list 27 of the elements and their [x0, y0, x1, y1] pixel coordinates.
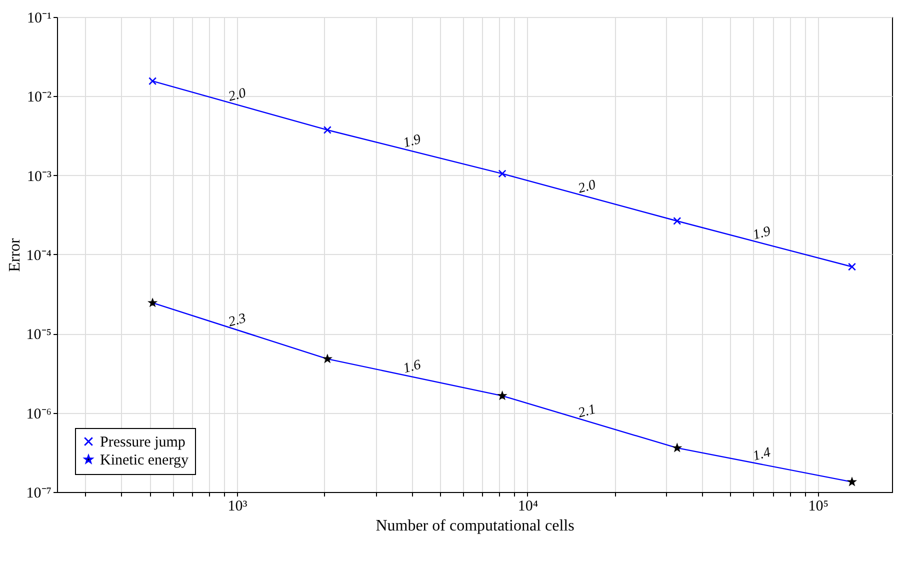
x-tick-label: 10⁵ [808, 498, 828, 514]
y-tick-label: 10⁻⁷ [26, 486, 52, 502]
annotation: 2.3 [226, 311, 248, 330]
y-tick-label: 10⁻¹ [27, 10, 52, 26]
annotation: 1.4 [751, 445, 772, 464]
legend-label: Pressure jump [100, 434, 186, 450]
point [673, 216, 682, 225]
x-tick-label: 10³ [228, 498, 248, 514]
annotation: 2.0 [226, 86, 248, 105]
annotation: 1.9 [402, 132, 423, 152]
legend-label: Kinetic energy [100, 452, 189, 468]
x-tick-label: 10⁴ [518, 498, 538, 514]
annotation: 1.6 [402, 358, 423, 377]
point [323, 126, 332, 134]
y-tick-label: 10⁻³ [27, 168, 52, 185]
point [848, 262, 856, 271]
annotation: 2.0 [576, 178, 598, 197]
annotation: 2.1 [576, 402, 598, 422]
y-tick-label: 10⁻⁶ [26, 406, 52, 422]
y-tick-label: 10⁻⁴ [26, 248, 52, 264]
x-axis-title: Number of computational cells [376, 518, 574, 534]
y-tick-label: 10⁻² [27, 90, 52, 106]
annotation: 1.9 [751, 224, 772, 244]
y-tick-label: 10⁻⁵ [26, 327, 52, 344]
point [498, 170, 506, 178]
y-axis-title: Error [6, 237, 24, 272]
point [148, 77, 157, 86]
